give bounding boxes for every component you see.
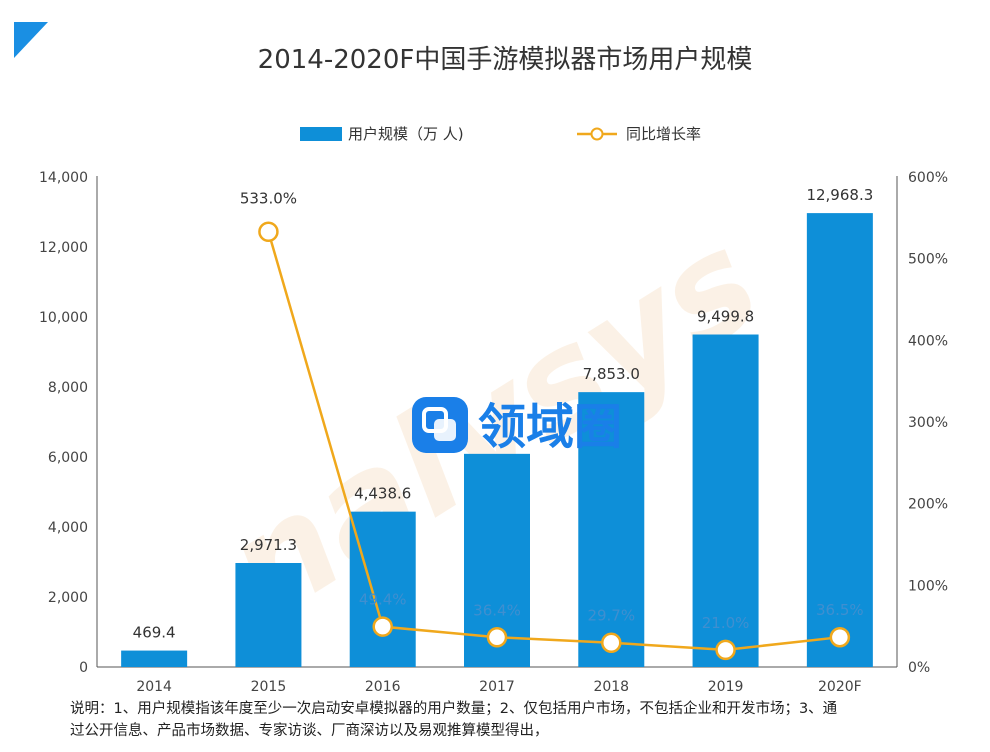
growth-point [829,626,851,648]
x-tick-label: 2016 [365,679,401,695]
left-axis-ticks: 0 2,000 4,000 6,000 8,000 10,000 12,000 14,000 [39,170,88,676]
growth-value-label: 36.5% [816,601,864,619]
bar-value-label: 7,853.0 [583,365,640,383]
right-tick-label: 0% [908,660,930,676]
legend-bar-swatch [300,127,342,141]
growth-point [715,639,736,661]
bar [578,392,645,667]
right-tick-label: 200% [908,497,948,513]
growth-value-label: 49.4% [359,591,407,609]
watermark-logo: 领域圈 [412,397,622,455]
growth-line-series [258,221,851,661]
legend: 用户规模（万 人) 同比增长率 [300,125,701,143]
bar [806,213,873,667]
right-tick-label: 300% [908,415,948,431]
bar-series [121,213,873,667]
left-tick-label: 10,000 [39,310,88,326]
chart-title: 2014-2020F中国手游模拟器市场用户规模 [258,45,753,75]
growth-value-label: 21.0% [702,614,750,632]
legend-line-label: 同比增长率 [626,125,701,143]
x-tick-label: 2018 [593,679,629,695]
right-tick-label: 500% [908,252,948,268]
watermark-logo-icon-inner2 [434,419,456,441]
growth-value-label: 36.4% [473,601,521,619]
x-tick-label: 2020F [818,679,862,695]
bar-value-label: 12,968.3 [806,186,873,204]
growth-value-label: 533.0% [240,190,297,208]
growth-point [372,616,393,637]
right-axis-ticks: 0% 100% 200% 300% 400% 500% 600% [908,170,948,676]
bar [349,511,416,667]
x-axis-ticks: 2014 2015 2016 2017 2018 2019 2020F [136,679,861,695]
growth-data-labels: 533.0% 49.4% 36.4% 29.7% 21.0% 36.5% [240,190,864,632]
x-tick-label: 2015 [251,679,287,695]
bar-value-label: 469.4 [133,624,176,642]
corner-triangle-decoration [14,22,48,58]
right-tick-label: 600% [908,170,948,186]
bar-value-label: 2,971.3 [240,536,297,554]
left-tick-label: 8,000 [48,380,88,396]
bar-value-label: 9,499.8 [697,308,754,326]
bar-value-label: 4,438.6 [354,485,411,503]
x-tick-label: 2014 [136,679,172,695]
growth-point [486,627,508,648]
left-tick-label: 12,000 [39,240,88,256]
left-tick-label: 0 [79,660,88,676]
footnote-line-2: 过公开信息、产品市场数据、专家访谈、厂商深访以及易观推算模型得出， [70,723,549,739]
bar [692,334,759,667]
footnote-line-1: 说明：1、用户规模指该年度至少一次启动安卓模拟器的用户数量；2、仅包括用户市场，… [70,701,838,717]
right-tick-label: 100% [908,578,948,594]
bar [235,563,302,667]
x-tick-label: 2019 [708,679,744,695]
bar-data-labels: 469.4 2,971.3 4,438.6 7,853.0 9,499.8 12,968.… [133,186,874,641]
left-tick-label: 2,000 [48,590,88,606]
left-tick-label: 6,000 [48,450,88,466]
legend-line-marker [590,127,604,141]
legend-bar-label: 用户规模（万 人) [348,125,464,143]
left-tick-label: 4,000 [48,520,88,536]
growth-line [267,231,840,652]
growth-point [601,632,622,653]
right-tick-label: 400% [908,333,948,349]
left-tick-label: 14,000 [39,170,88,186]
x-tick-label: 2017 [479,679,515,695]
growth-point [258,221,279,242]
footnote: 说明：1、用户规模指该年度至少一次启动安卓模拟器的用户数量；2、仅包括用户市场，… [70,698,950,742]
growth-value-label: 29.7% [587,607,635,625]
bar [121,650,188,667]
watermark-logo-text: 领域圈 [478,399,622,455]
